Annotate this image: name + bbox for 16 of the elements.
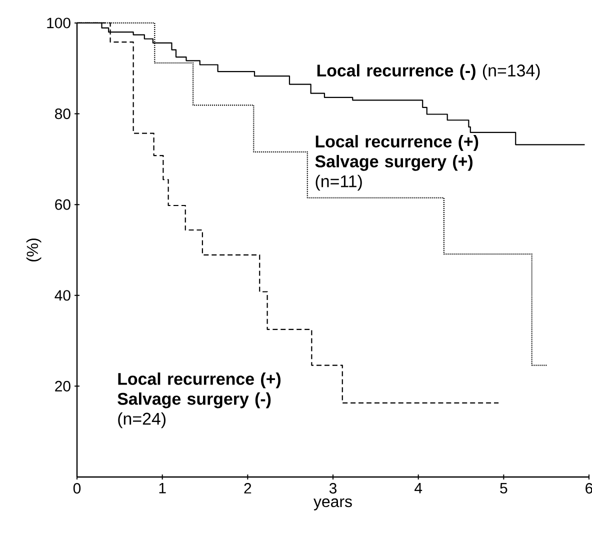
x-tick-label: 5 <box>500 482 508 494</box>
y-tick-label: 20 <box>55 380 70 392</box>
x-tick-label: 2 <box>244 482 252 494</box>
series-label: Local recurrence (-) (n=134) <box>317 64 540 80</box>
y-tick-label: 80 <box>55 108 70 120</box>
x-tick-label: 3 <box>329 482 337 494</box>
y-axis-title: (%) <box>26 238 42 262</box>
y-tick-label: 60 <box>55 199 70 210</box>
series-label: Local recurrence (+) Salvage surgery (-) (n=24) <box>118 372 281 428</box>
x-axis-title: years <box>314 498 352 510</box>
x-tick-label: 1 <box>159 482 166 494</box>
x-tick-label: 4 <box>414 482 422 494</box>
y-tick-label: 100 <box>47 18 70 28</box>
series-label: Local recurrence (+) Salvage surgery (+) (n=11) <box>315 135 478 191</box>
y-tick-label: 40 <box>54 290 70 301</box>
x-tick-label: 0 <box>73 482 81 494</box>
